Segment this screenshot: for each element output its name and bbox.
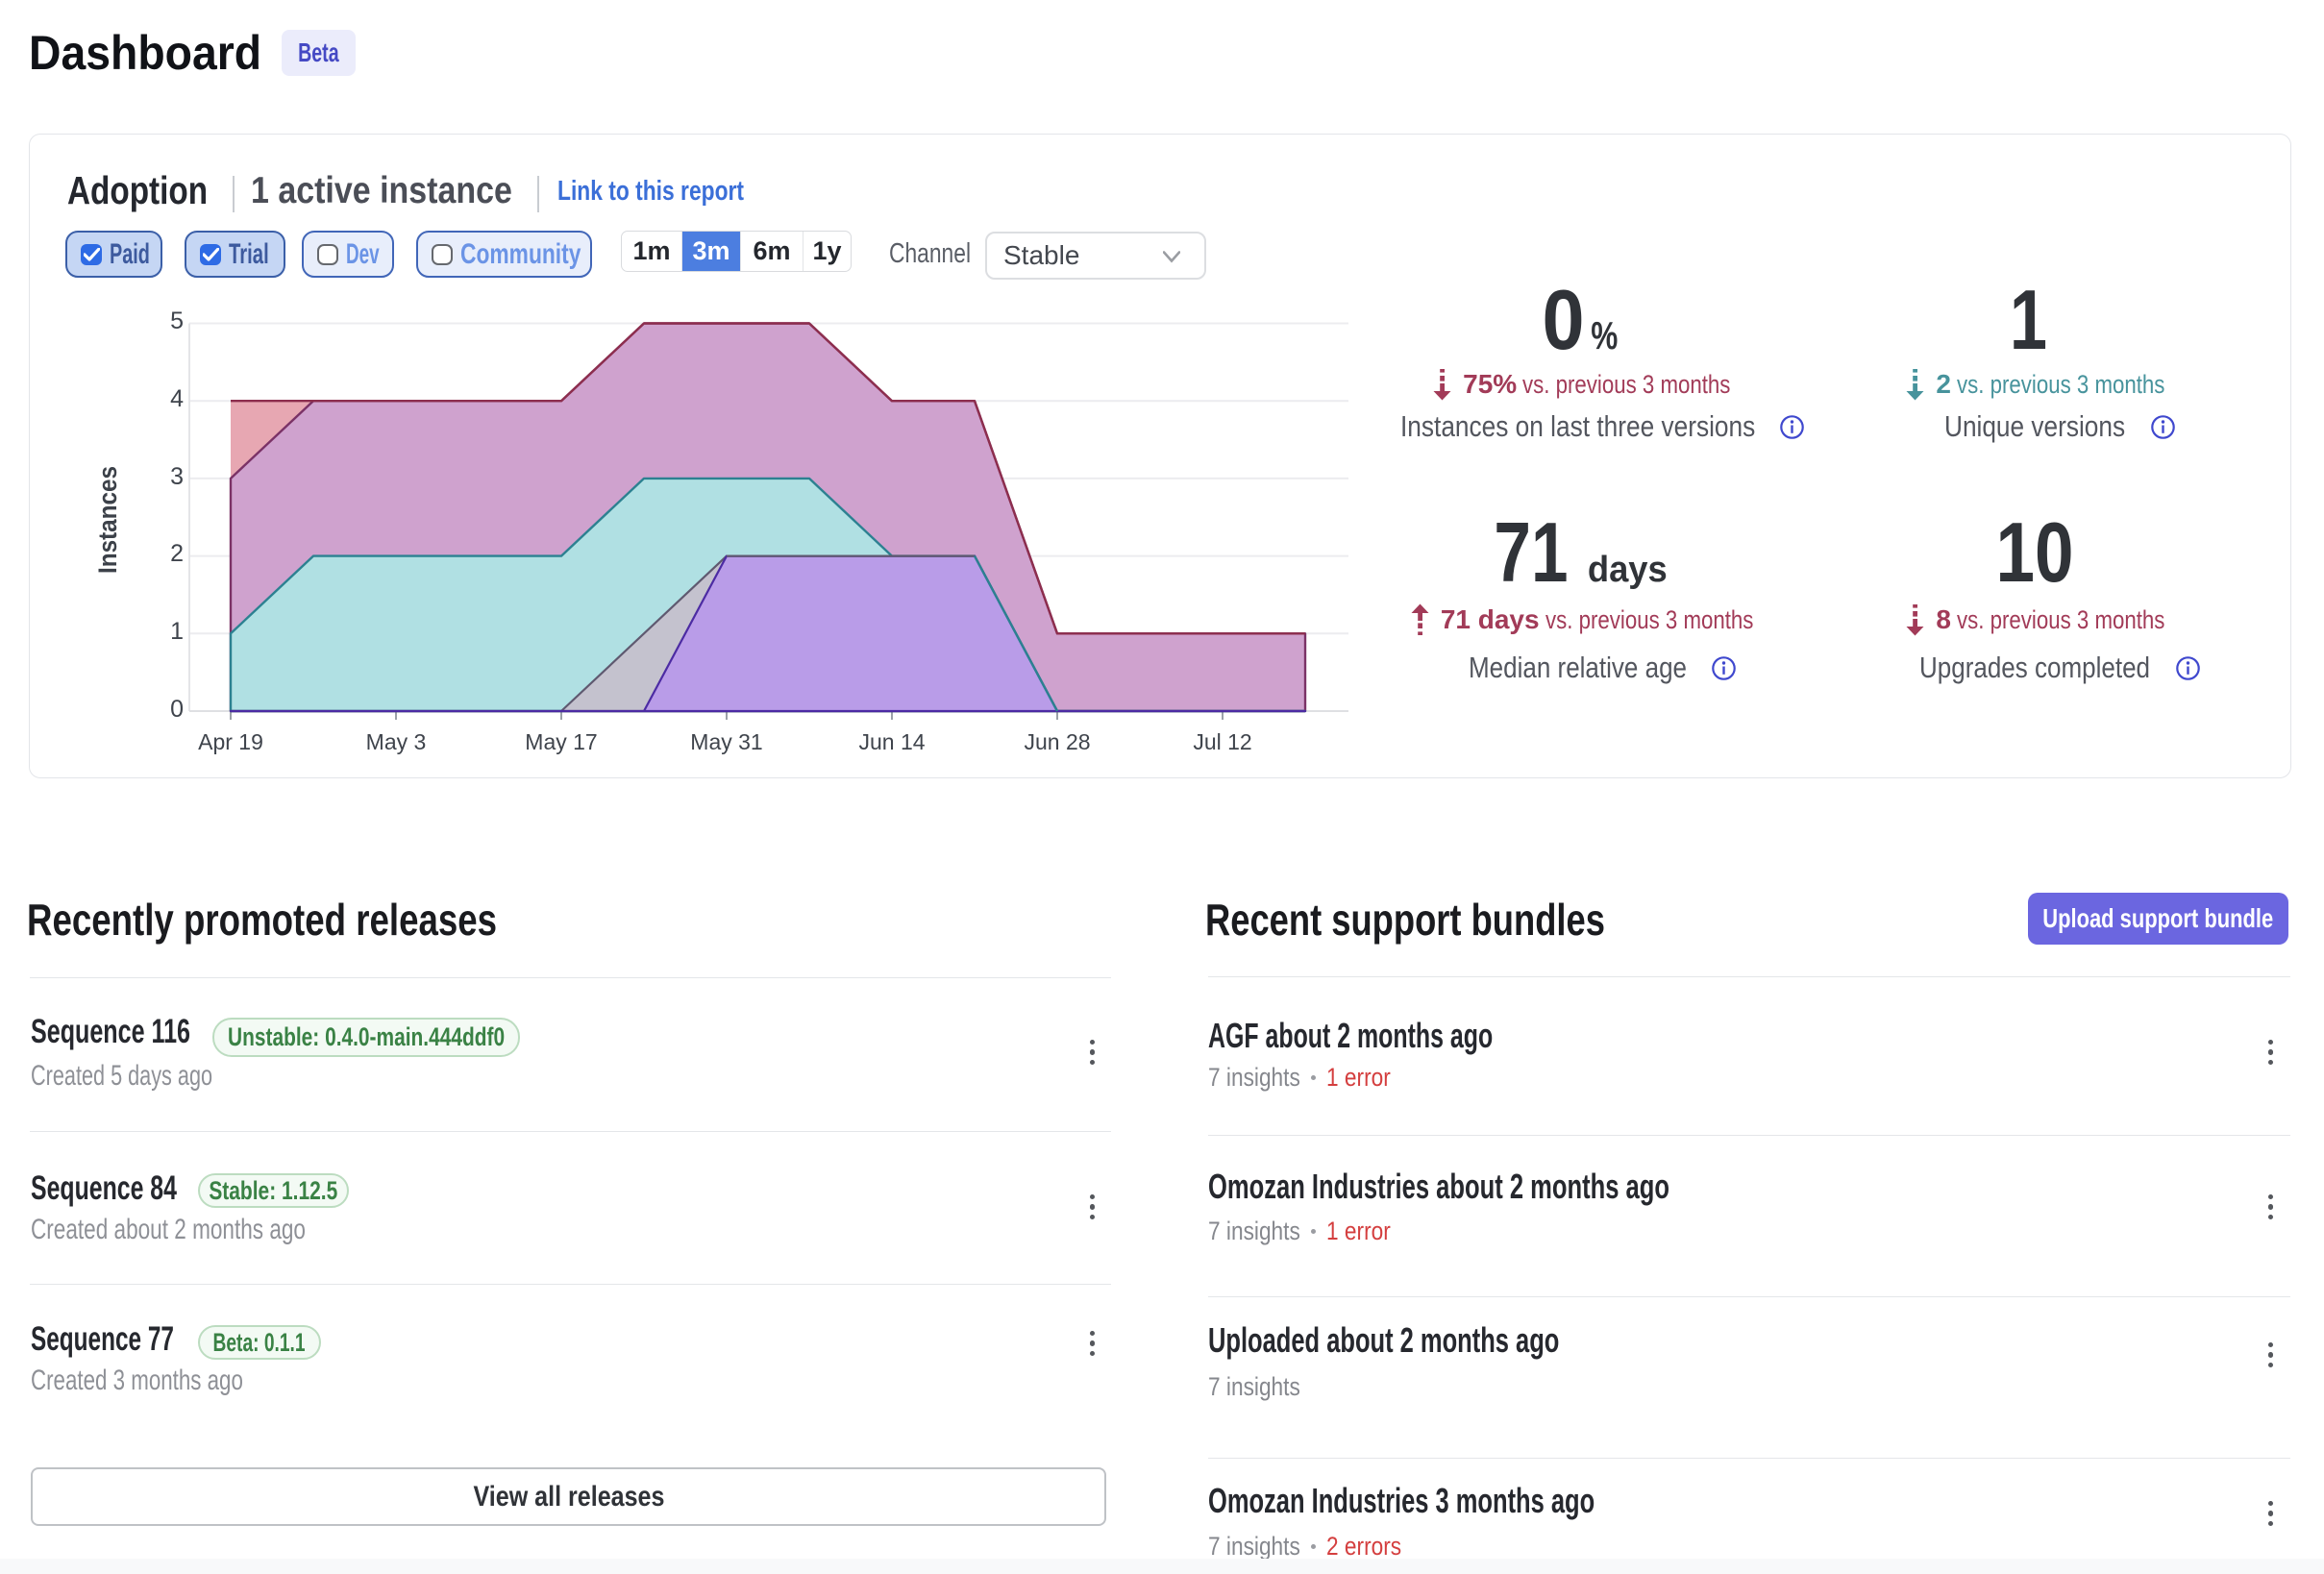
svg-text:May 3: May 3 — [366, 729, 427, 754]
svg-text:5: 5 — [170, 308, 184, 334]
svg-text:Instances: Instances — [93, 466, 122, 574]
svg-text:Jun 14: Jun 14 — [858, 729, 925, 754]
svg-text:1: 1 — [170, 618, 184, 645]
svg-text:May 17: May 17 — [525, 729, 597, 754]
svg-text:Apr 19: Apr 19 — [198, 729, 263, 754]
svg-text:2: 2 — [170, 540, 184, 567]
svg-text:3: 3 — [170, 463, 184, 490]
svg-text:0: 0 — [170, 696, 184, 723]
svg-text:Jun 28: Jun 28 — [1024, 729, 1090, 754]
svg-text:Jul 12: Jul 12 — [1193, 729, 1251, 754]
svg-text:4: 4 — [170, 385, 184, 412]
svg-text:May 31: May 31 — [690, 729, 762, 754]
